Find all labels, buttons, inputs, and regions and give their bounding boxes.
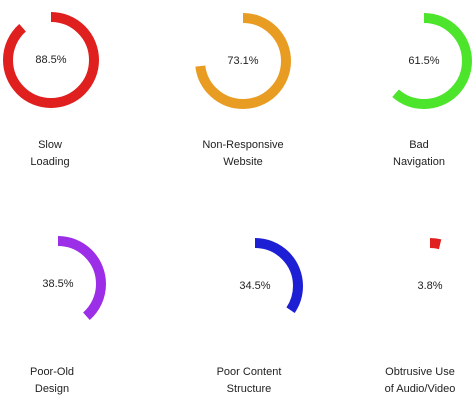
value-label: 38.5% [42, 278, 73, 290]
label-line: Design [35, 383, 69, 395]
category-label: Poor-Old Design [30, 366, 74, 395]
progress-arc [195, 13, 291, 109]
progress-arc [10, 236, 106, 332]
label-line: Obtrusive Use [385, 366, 455, 378]
label-line: Non-Responsive [202, 139, 283, 151]
category-label: Slow Loading [30, 139, 69, 168]
category-label: Non-Responsive Website [202, 139, 283, 168]
value-label: 34.5% [239, 280, 270, 292]
value-label: 88.5% [35, 54, 66, 66]
category-label: Obtrusive Use of Audio/Video [385, 366, 456, 395]
category-label: Poor Content Structure [217, 366, 282, 395]
value-label: 3.8% [417, 280, 442, 292]
label-line: Navigation [393, 156, 445, 168]
label-line: Slow [38, 139, 62, 151]
progress-arc [207, 238, 303, 334]
label-line: Loading [30, 156, 69, 168]
label-line: Poor Content [217, 366, 282, 378]
category-label: Bad Navigation [393, 139, 445, 168]
progress-arc [382, 238, 474, 334]
value-label: 73.1% [227, 55, 258, 67]
label-line: Structure [227, 383, 272, 395]
label-line: Bad [409, 139, 429, 151]
progress-arc [376, 13, 472, 109]
value-label: 61.5% [408, 55, 439, 67]
label-line: of Audio/Video [385, 383, 456, 395]
label-line: Poor-Old [30, 366, 74, 378]
progress-arc [3, 12, 99, 108]
label-line: Website [223, 156, 263, 168]
